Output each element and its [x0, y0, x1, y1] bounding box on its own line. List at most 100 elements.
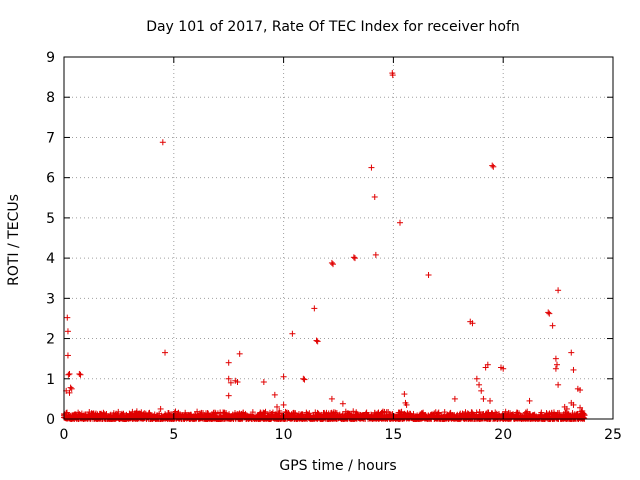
y-tick-label: 7 — [46, 130, 55, 146]
y-tick-label: 1 — [46, 372, 55, 388]
data-points — [61, 70, 588, 422]
data-point — [76, 370, 83, 377]
y-axis-label: ROTI / TECUs — [6, 194, 22, 286]
data-point — [260, 378, 267, 385]
data-point — [271, 391, 278, 398]
x-tick-label: 5 — [169, 427, 178, 443]
data-point — [555, 287, 562, 294]
data-point — [538, 409, 545, 416]
y-tick-label: 4 — [46, 251, 55, 267]
axis-ticks: 0 5 10 15 20 25 0 1 2 3 4 5 6 7 8 9 — [46, 50, 622, 443]
data-point — [570, 366, 577, 373]
data-point — [555, 381, 562, 388]
data-point — [473, 375, 480, 382]
data-point — [568, 349, 575, 356]
data-point — [64, 328, 71, 335]
y-tick-label: 6 — [46, 171, 55, 187]
data-point — [313, 337, 320, 344]
data-point — [350, 254, 357, 261]
y-tick-label: 5 — [46, 211, 55, 227]
data-point — [464, 410, 471, 417]
data-point — [490, 163, 497, 170]
data-point — [65, 371, 72, 378]
data-point — [372, 251, 379, 258]
x-axis-label: GPS time / hours — [279, 458, 396, 474]
data-point — [66, 389, 73, 396]
data-point — [339, 400, 346, 407]
data-point — [480, 395, 487, 402]
data-point — [67, 384, 74, 391]
data-point — [489, 162, 496, 169]
data-point — [514, 409, 521, 416]
data-point — [225, 392, 232, 399]
data-point — [204, 410, 211, 417]
data-point — [280, 401, 287, 408]
data-point — [563, 405, 570, 412]
data-point — [484, 361, 491, 368]
data-point — [552, 365, 559, 372]
data-point — [64, 314, 71, 321]
data-point — [311, 305, 318, 312]
data-point — [162, 349, 169, 356]
data-point — [577, 387, 584, 394]
data-point — [211, 409, 218, 416]
data-point — [580, 414, 587, 421]
chart-title: Day 101 of 2017, Rate Of TEC Index for r… — [146, 19, 520, 35]
data-point — [549, 322, 556, 329]
data-point — [301, 376, 308, 383]
data-point — [476, 408, 483, 415]
data-point — [66, 370, 73, 377]
data-point — [68, 385, 75, 392]
data-point — [227, 379, 234, 386]
data-point — [581, 412, 588, 419]
data-point — [314, 338, 321, 345]
x-tick-label: 15 — [384, 427, 402, 443]
data-point — [476, 381, 483, 388]
x-tick-label: 0 — [60, 427, 69, 443]
data-point — [300, 375, 307, 382]
data-point — [552, 355, 559, 362]
data-point — [401, 391, 408, 398]
data-point — [351, 255, 358, 262]
data-point — [487, 397, 494, 404]
data-point — [289, 330, 296, 337]
data-point — [425, 272, 432, 279]
x-tick-label: 25 — [604, 427, 622, 443]
data-point — [389, 72, 396, 79]
data-point — [402, 399, 409, 406]
data-point — [175, 409, 182, 416]
x-tick-label: 20 — [494, 427, 512, 443]
data-point — [280, 373, 287, 380]
data-point — [526, 397, 533, 404]
data-point — [371, 193, 378, 200]
data-point — [234, 378, 241, 385]
data-point — [159, 139, 166, 146]
y-tick-label: 2 — [46, 332, 55, 348]
data-point — [64, 352, 71, 359]
data-point — [451, 395, 458, 402]
data-point — [282, 408, 289, 415]
grid-lines — [64, 57, 613, 419]
data-point — [500, 365, 507, 372]
data-point — [368, 164, 375, 171]
y-tick-label: 9 — [46, 50, 55, 66]
y-tick-label: 0 — [46, 412, 55, 428]
data-point — [274, 403, 281, 410]
plot-frame — [63, 56, 614, 420]
data-point — [350, 408, 357, 415]
data-point — [328, 259, 335, 266]
data-point — [577, 404, 584, 411]
data-point — [478, 387, 485, 394]
data-point — [82, 411, 89, 418]
y-tick-label: 3 — [46, 291, 55, 307]
data-point — [545, 309, 552, 316]
data-point — [330, 409, 337, 416]
data-point — [276, 407, 283, 414]
data-point — [262, 408, 269, 415]
x-tick-label: 10 — [275, 427, 293, 443]
data-point — [330, 261, 337, 268]
data-point — [236, 350, 243, 357]
data-point — [570, 401, 577, 408]
data-point — [396, 219, 403, 226]
